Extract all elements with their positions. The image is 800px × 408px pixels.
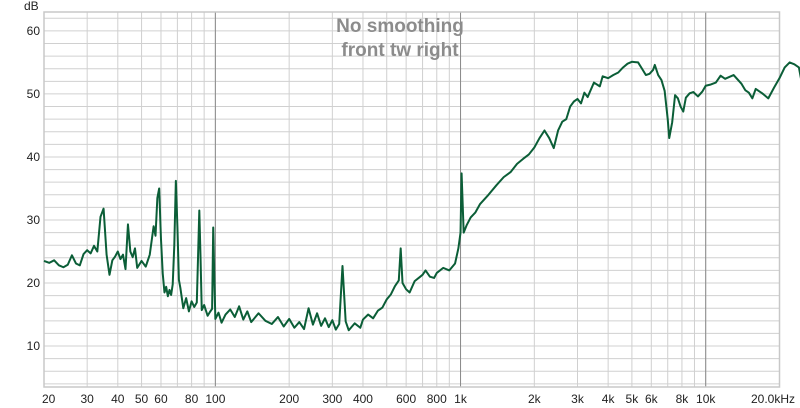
chart-title: No smoothing: [336, 16, 464, 37]
x-axis-ticks: 20 30 40 50 60 80 100 200 300 400 600 800 1k 2k 3k 4k 5k…: [42, 392, 795, 406]
plot-frame: [43, 11, 781, 388]
x-tick-label: 100: [205, 392, 225, 406]
response-curve: [43, 60, 800, 332]
y-axis-ticks: 10 20 30 40 50 60: [27, 24, 41, 353]
x-tick-label: 20: [42, 392, 56, 406]
x-tick-label: 40: [111, 392, 125, 406]
grid-minor: [43, 12, 780, 387]
x-tick-label: 400: [353, 392, 373, 406]
x-tick-label: 200: [279, 392, 299, 406]
y-tick-label: 40: [27, 150, 41, 164]
x-tick-label: 8k: [676, 392, 690, 406]
x-tick-label: 50: [135, 392, 149, 406]
y-tick-label: 10: [27, 339, 41, 353]
y-tick-label: 30: [27, 213, 41, 227]
x-tick-label: 800: [427, 392, 447, 406]
x-tick-label: 3k: [571, 392, 585, 406]
x-tick-label: 1k: [454, 392, 468, 406]
y-tick-label: 60: [27, 24, 41, 38]
x-tick-label: 80: [185, 392, 199, 406]
x-tick-label: 60: [154, 392, 168, 406]
x-tick-label: 20.0kHz: [751, 392, 795, 406]
x-tick-label: 10k: [696, 392, 716, 406]
chart-subtitle: front tw right: [341, 40, 459, 61]
series-group: [43, 60, 800, 332]
x-tick-label: 5k: [626, 392, 640, 406]
y-tick-label: 50: [27, 87, 41, 101]
x-tick-label: 4k: [602, 392, 616, 406]
y-axis-label: dB: [24, 0, 39, 13]
x-tick-label: 600: [396, 392, 416, 406]
x-tick-label: 300: [322, 392, 342, 406]
y-tick-label: 20: [27, 276, 41, 290]
x-tick-label: 2k: [528, 392, 542, 406]
x-tick-label: 6k: [645, 392, 659, 406]
x-tick-label: 30: [80, 392, 94, 406]
